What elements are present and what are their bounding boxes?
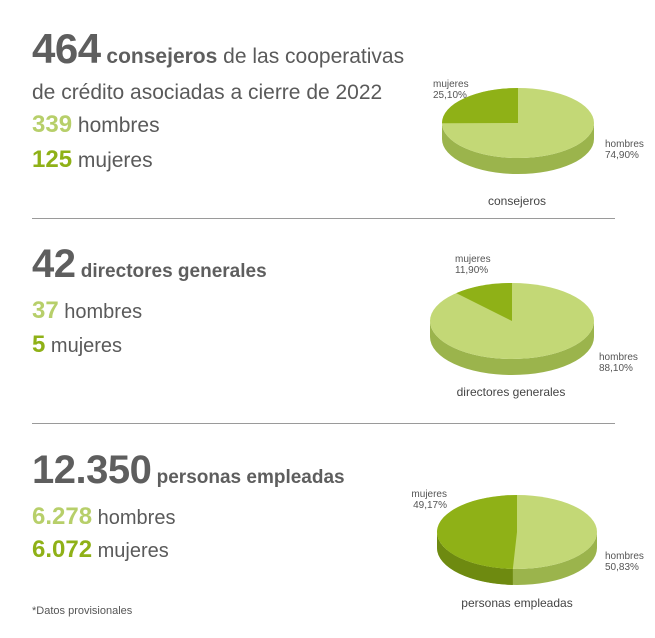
pie-value-mujeres: 25,10% xyxy=(433,90,467,101)
pie-title: consejeros xyxy=(488,194,546,208)
consejeros-total: 464 xyxy=(32,25,101,72)
pie-label-hombres: hombres xyxy=(605,551,644,562)
section-consejeros: 464 consejeros de las cooperativas de cr… xyxy=(0,0,655,220)
directores-hombres-label: hombres xyxy=(64,301,143,323)
directores-mujeres-number: 5 xyxy=(32,331,46,358)
pie-value-mujeres: 49,17% xyxy=(413,500,447,511)
divider-2 xyxy=(32,423,615,424)
pie-side-hombres xyxy=(442,123,594,174)
pie-value-mujeres: 11,90% xyxy=(455,265,488,276)
consejeros-mujeres-number: 125 xyxy=(32,146,73,173)
consejeros-mujeres-label: mujeres xyxy=(77,149,153,172)
empleados-hombres-label: hombres xyxy=(97,507,176,529)
pie-value-hombres: 50,83% xyxy=(605,562,639,573)
pie-value-hombres: 88,10% xyxy=(599,363,633,374)
directores-mujeres-label: mujeres xyxy=(50,335,123,357)
pie-side-mujeres xyxy=(437,532,513,585)
footnote: *Datos provisionales xyxy=(32,605,133,617)
consejeros-hombres-number: 339 xyxy=(32,111,73,138)
pie-slice-mujeres xyxy=(456,283,512,321)
pie-label-mujeres: mujeres xyxy=(433,79,469,90)
consejeros-hombres-label: hombres xyxy=(77,114,160,137)
empleados-text: 12.350 personas empleadas 6.278 hombres … xyxy=(32,447,345,567)
pie-value-hombres: 74,90% xyxy=(605,150,639,161)
empleados-mujeres-label: mujeres xyxy=(97,540,169,562)
divider-1 xyxy=(32,218,615,219)
consejeros-title-rest: de las cooperativas xyxy=(223,45,405,68)
consejeros-text: 464 consejeros de las cooperativas de cr… xyxy=(32,28,404,178)
pie-title: directores generales xyxy=(457,385,566,399)
empleados-total: 12.350 xyxy=(32,448,152,492)
directores-total: 42 xyxy=(32,242,76,286)
directores-hombres-number: 37 xyxy=(32,297,59,324)
pie-slice-mujeres xyxy=(436,495,517,569)
empleados-title: personas empleadas xyxy=(156,467,345,488)
directores-text: 42 directores generales 37 hombres 5 muj… xyxy=(32,242,267,362)
pie-label-mujeres: mujeres xyxy=(411,489,447,500)
section-empleados: 12.350 personas empleadas 6.278 hombres … xyxy=(0,425,655,610)
section-directores: 42 directores generales 37 hombres 5 muj… xyxy=(0,220,655,425)
pie-slice-mujeres xyxy=(442,88,518,124)
pie-label-hombres: hombres xyxy=(605,139,644,150)
directores-title: directores generales xyxy=(80,261,267,282)
pie-label-hombres: hombres xyxy=(599,352,638,363)
empleados-mujeres-number: 6.072 xyxy=(32,536,93,563)
empleados-hombres-number: 6.278 xyxy=(32,503,93,530)
pie-label-mujeres: mujeres xyxy=(455,254,491,265)
consejeros-title: consejeros xyxy=(106,45,218,68)
pie-side-hombres xyxy=(430,321,594,375)
pie-title: personas empleadas xyxy=(461,596,572,610)
consejeros-title-line2: de crédito asociadas a cierre de 2022 xyxy=(32,81,383,104)
